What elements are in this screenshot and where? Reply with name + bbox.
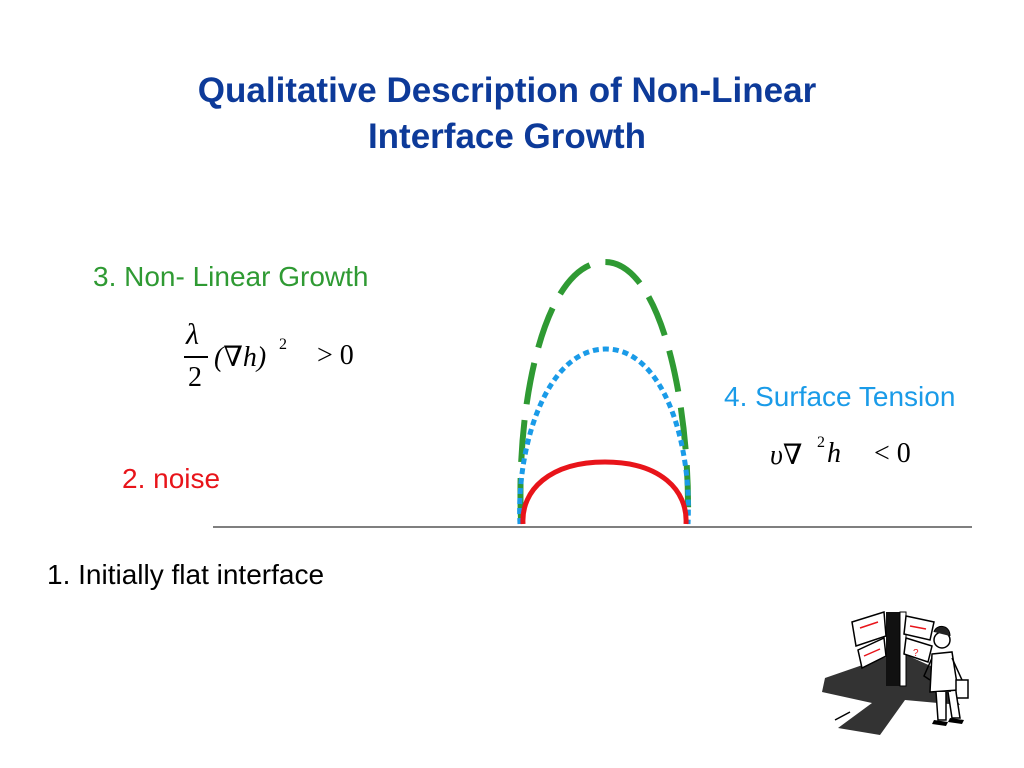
tension-term: υ∇: [770, 440, 803, 471]
surface-tension-curve: [517, 346, 691, 525]
equation-numerator: λ: [186, 318, 199, 351]
signpost-question-mark: ?: [913, 648, 919, 659]
equation-term: (∇h): [214, 342, 267, 373]
tension-equation: υ∇ 2 h < 0: [770, 434, 950, 486]
tension-exponent: 2: [817, 434, 825, 451]
surface-tension-label: 4. Surface Tension: [724, 381, 956, 412]
nonlinear-growth-label: 3. Non- Linear Growth: [93, 261, 369, 292]
equation-relation: > 0: [317, 340, 354, 371]
fraction-bar: [184, 356, 208, 358]
slide-title-line-2: Interface Growth: [367, 117, 647, 156]
flat-interface-label: 1. Initially flat interface: [47, 559, 325, 590]
slide-title-line-1: Qualitative Description of Non-Linear: [197, 71, 817, 110]
tension-relation: < 0: [874, 438, 911, 469]
slide-title: Qualitative Description of Non-Linear In…: [0, 68, 1014, 160]
equation-exponent: 2: [279, 336, 287, 353]
equation-denominator: 2: [188, 362, 202, 393]
nonlinear-equation: λ 2 (∇h) 2 > 0: [180, 318, 380, 398]
nonlinear-growth-curve: [517, 258, 692, 521]
person-at-signpost-icon: ?: [822, 611, 969, 735]
noise-curve: [520, 459, 689, 525]
tension-variable: h: [827, 438, 841, 469]
noise-label: 2. noise: [122, 463, 221, 494]
